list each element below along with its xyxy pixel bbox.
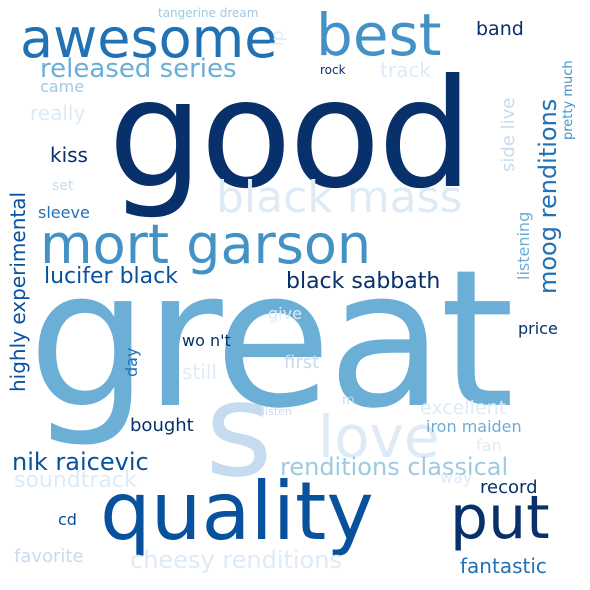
word-tangerine-dream: tangerine dream (158, 6, 259, 20)
word-s: s (205, 354, 273, 506)
word-wont: wo n't (182, 331, 231, 350)
word-soundtrack: soundtrack (14, 468, 137, 493)
word-first: first (284, 352, 320, 373)
word-black-mass: black mass (216, 172, 463, 223)
word-excellent: excellent (420, 397, 507, 419)
word-m: m (342, 393, 355, 408)
word-put: put (450, 483, 550, 553)
word-sleeve: sleeve (38, 203, 90, 222)
word-quality: quality (100, 465, 374, 558)
word-mort-garson: mort garson (40, 213, 372, 276)
word-way: way (440, 468, 473, 487)
word-cheesy-renditions: cheesy renditions (130, 546, 342, 574)
word-good: good (108, 48, 473, 222)
word-nik-raicevic: nik raicevic (12, 448, 149, 476)
word-renditions-classical: renditions classical (280, 453, 509, 481)
word-record: record (480, 477, 538, 498)
word-cd: cd (58, 510, 77, 529)
word-fantastic: fantastic (460, 554, 547, 578)
word-iron-maiden: iron maiden (426, 417, 522, 436)
word-pretty-much: pretty much (561, 60, 576, 140)
word-track: track (380, 58, 431, 82)
word-lp: lp (268, 30, 288, 46)
word-band: band (476, 18, 524, 40)
word-favorite: favorite (14, 546, 84, 567)
word-moog-renditions: moog renditions (534, 98, 562, 294)
word-set: set (52, 178, 74, 194)
word-give: give (268, 304, 302, 323)
word-fan: fan (476, 436, 502, 455)
word-listening: listening (514, 211, 533, 280)
word-listen: listen (262, 405, 292, 418)
word-still: still (182, 360, 217, 384)
word-love: love (318, 403, 440, 471)
word-lucifer-black: lucifer black (44, 264, 178, 289)
word-came: came (40, 77, 85, 96)
word-bought: bought (130, 415, 194, 436)
word-black-sabbath: black sabbath (286, 269, 441, 294)
word-great: great (28, 229, 514, 450)
word-day: day (122, 347, 141, 377)
word-highly-experimental: highly experimental (6, 191, 30, 392)
word-side-live: side live (498, 97, 519, 172)
word-rock: rock (320, 63, 346, 77)
word-price: price (518, 319, 558, 338)
word-best: best (316, 1, 442, 69)
word-released-series: released series (40, 54, 237, 84)
word-really: really (30, 101, 86, 125)
word-awesome: awesome (20, 7, 278, 70)
word-kiss: kiss (50, 143, 88, 167)
